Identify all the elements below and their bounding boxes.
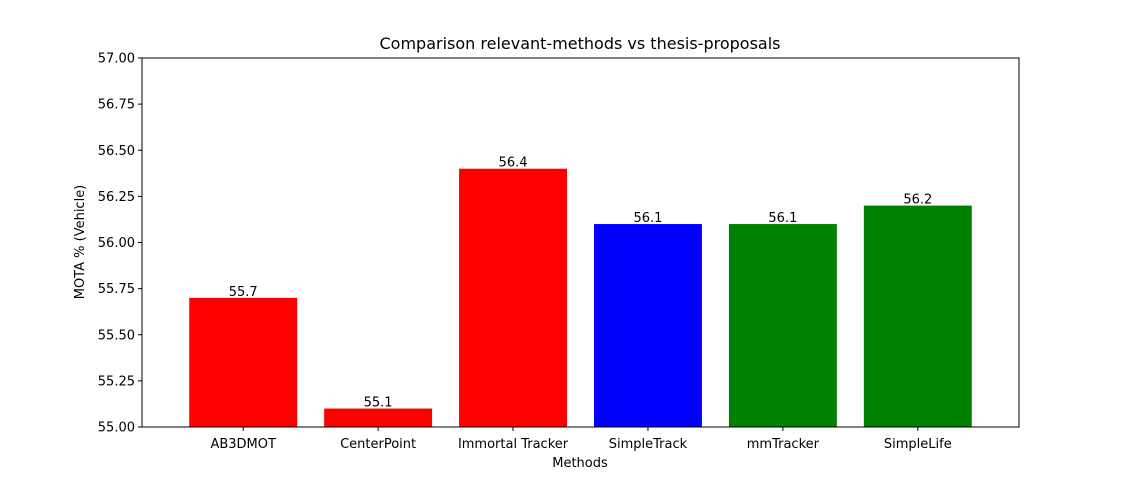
y-tick-label: 55.50 [98,328,135,343]
bar-mmtracker [728,224,837,427]
x-axis-label: Methods [552,456,608,471]
x-tick-label: SimpleLife [884,437,952,452]
bar-value-label: 56.2 [903,193,932,208]
bar-value-label: 56.1 [633,211,662,226]
bar-ab3dmot [189,297,298,427]
bar-immortal-tracker [459,168,568,427]
bar-simpletrack [593,224,702,427]
y-tick-label: 55.75 [98,282,135,297]
chart-title: Comparison relevant-methods vs thesis-pr… [380,34,781,53]
y-tick-label: 55.00 [98,421,135,436]
bars-group [189,168,972,427]
bar-value-label: 55.1 [364,396,393,411]
plot-frame [141,57,1020,428]
x-tick-label: mmTracker [747,437,820,452]
y-tick-label: 56.50 [98,144,135,159]
x-tick-label: SimpleTrack [609,437,688,452]
y-axis-label: MOTA % (Vehicle) [73,185,88,300]
bar-value-label: 55.7 [229,285,258,300]
x-tick-label: CenterPoint [340,437,416,452]
y-axis-ticks: 55.00 55.25 55.50 55.75 56.00 56.25 56.50 56.75… [98,52,142,436]
bar-centerpoint [324,408,433,427]
x-tick-label: Immortal Tracker [458,437,569,452]
y-tick-label: 57.00 [98,52,135,67]
y-tick-label: 55.25 [98,374,135,389]
value-labels-group: 55.7 55.1 56.4 56.1 56.1 56.2 [229,156,933,411]
x-axis-ticks: AB3DMOT CenterPoint Immortal Tracker Simple… [210,427,952,452]
x-tick-label: AB3DMOT [210,437,276,452]
y-tick-label: 56.75 [98,98,135,113]
bar-value-label: 56.1 [768,211,797,226]
bar-simplelife [863,205,972,427]
y-tick-label: 56.25 [98,190,135,205]
y-tick-label: 56.00 [98,236,135,251]
bar-value-label: 56.4 [499,156,528,171]
